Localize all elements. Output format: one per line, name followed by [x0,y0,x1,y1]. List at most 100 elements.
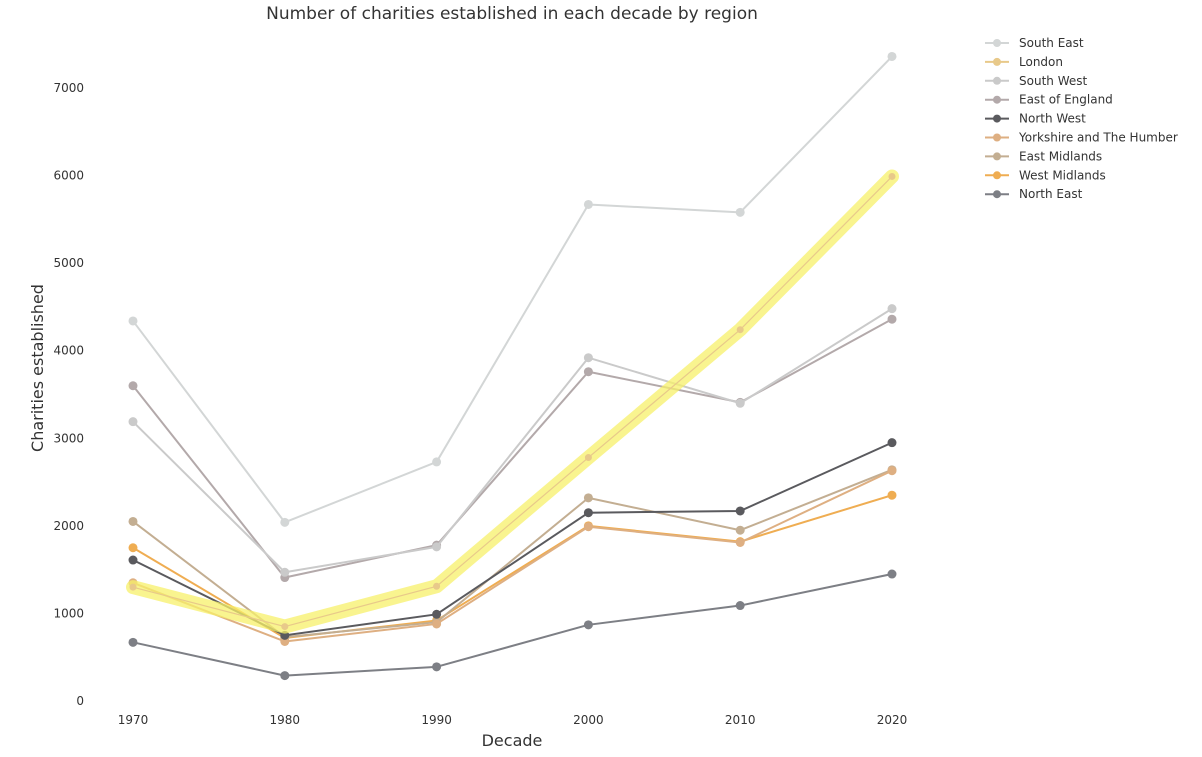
data-point [128,516,138,526]
y-tick-label: 5000 [53,256,84,270]
legend-label: North East [1019,187,1083,201]
series-line [132,469,893,643]
data-point [432,609,442,619]
x-tick-label: 2020 [877,713,908,727]
data-point [735,537,745,547]
data-point [128,555,138,565]
legend-marker [993,95,1001,104]
data-point [583,367,593,377]
x-axis-title: Decade [482,731,543,750]
data-point [280,671,290,681]
data-point [583,199,593,209]
series-line [132,176,893,628]
data-point [128,316,138,326]
legend-item: South West [985,74,1087,88]
legend-marker [993,114,1001,123]
data-point [280,517,290,527]
legend-item: South East [985,36,1084,50]
data-point [432,542,442,552]
y-tick-label: 4000 [53,344,84,358]
x-tick-label: 2010 [725,713,756,727]
data-point [432,619,442,629]
data-point [887,314,897,324]
legend-label: North West [1019,112,1086,126]
data-point [281,623,289,631]
data-point [583,493,593,503]
data-point [584,454,592,462]
x-tick-label: 2000 [573,713,604,727]
legend-marker [993,171,1001,180]
legend-label: London [1019,55,1063,69]
data-point [280,567,290,577]
y-tick-label: 1000 [53,606,84,620]
data-point [129,583,137,591]
legend-item: East Midlands [985,149,1102,163]
data-point [432,662,442,672]
y-tick-label: 3000 [53,431,84,445]
legend-item: North East [985,187,1083,201]
data-point [128,381,138,391]
x-tick-label: 1980 [270,713,301,727]
series-line [132,55,893,524]
data-point [128,637,138,647]
data-point [432,457,442,467]
data-point [735,398,745,408]
legend-label: West Midlands [1019,168,1106,182]
y-axis-title: Charities established [28,284,47,452]
legend-marker [993,39,1001,47]
series-line [132,318,893,579]
legend-marker [993,57,1001,66]
data-point [583,353,593,363]
series-north-east [128,569,897,681]
legend-item: North West [985,112,1086,126]
data-point [583,508,593,518]
data-point [735,207,745,217]
series-layer [126,51,899,681]
data-point [736,326,744,334]
legend-item: West Midlands [985,168,1106,182]
y-axis-ticks: 0 1000 2000 3000 4000 5000 6000 7000 [53,81,84,708]
legend-item: London [985,55,1063,69]
legend-marker [993,133,1001,142]
legend-item: Yorkshire and The Humber [985,131,1178,145]
series-south-east [128,51,897,527]
data-point [887,51,897,61]
data-point [128,543,138,553]
legend-marker [993,190,1001,199]
legend-item: East of England [985,93,1113,107]
data-point [735,525,745,535]
legend-marker [993,76,1001,85]
x-tick-label: 1990 [421,713,452,727]
legend: South East London South West East of Englan… [985,36,1178,201]
series-london [126,169,899,634]
chart-title: Number of charities established in each … [266,4,758,24]
data-point [433,582,441,590]
data-point [887,569,897,579]
data-point [887,490,897,500]
data-point [583,522,593,532]
data-point [128,417,138,427]
data-point [887,304,897,314]
legend-label: East of England [1019,93,1113,107]
x-axis-ticks: 1970 1980 1990 2000 2010 2020 [118,713,908,727]
y-tick-label: 2000 [53,519,84,533]
legend-label: South East [1019,36,1084,50]
data-point [583,620,593,630]
y-tick-label: 7000 [53,81,84,95]
legend-label: Yorkshire and The Humber [1018,131,1178,145]
data-point [887,466,897,476]
legend-label: South West [1019,74,1087,88]
y-tick-label: 0 [76,694,84,708]
x-tick-label: 1970 [118,713,149,727]
data-point [735,506,745,516]
data-point [735,601,745,611]
series-south-west [128,304,897,577]
data-point [887,438,897,448]
legend-label: East Midlands [1019,149,1102,163]
legend-marker [993,152,1001,161]
series-line [132,307,893,574]
series-east-of-england [128,314,897,583]
series-line [132,573,893,677]
y-tick-label: 6000 [53,169,84,183]
